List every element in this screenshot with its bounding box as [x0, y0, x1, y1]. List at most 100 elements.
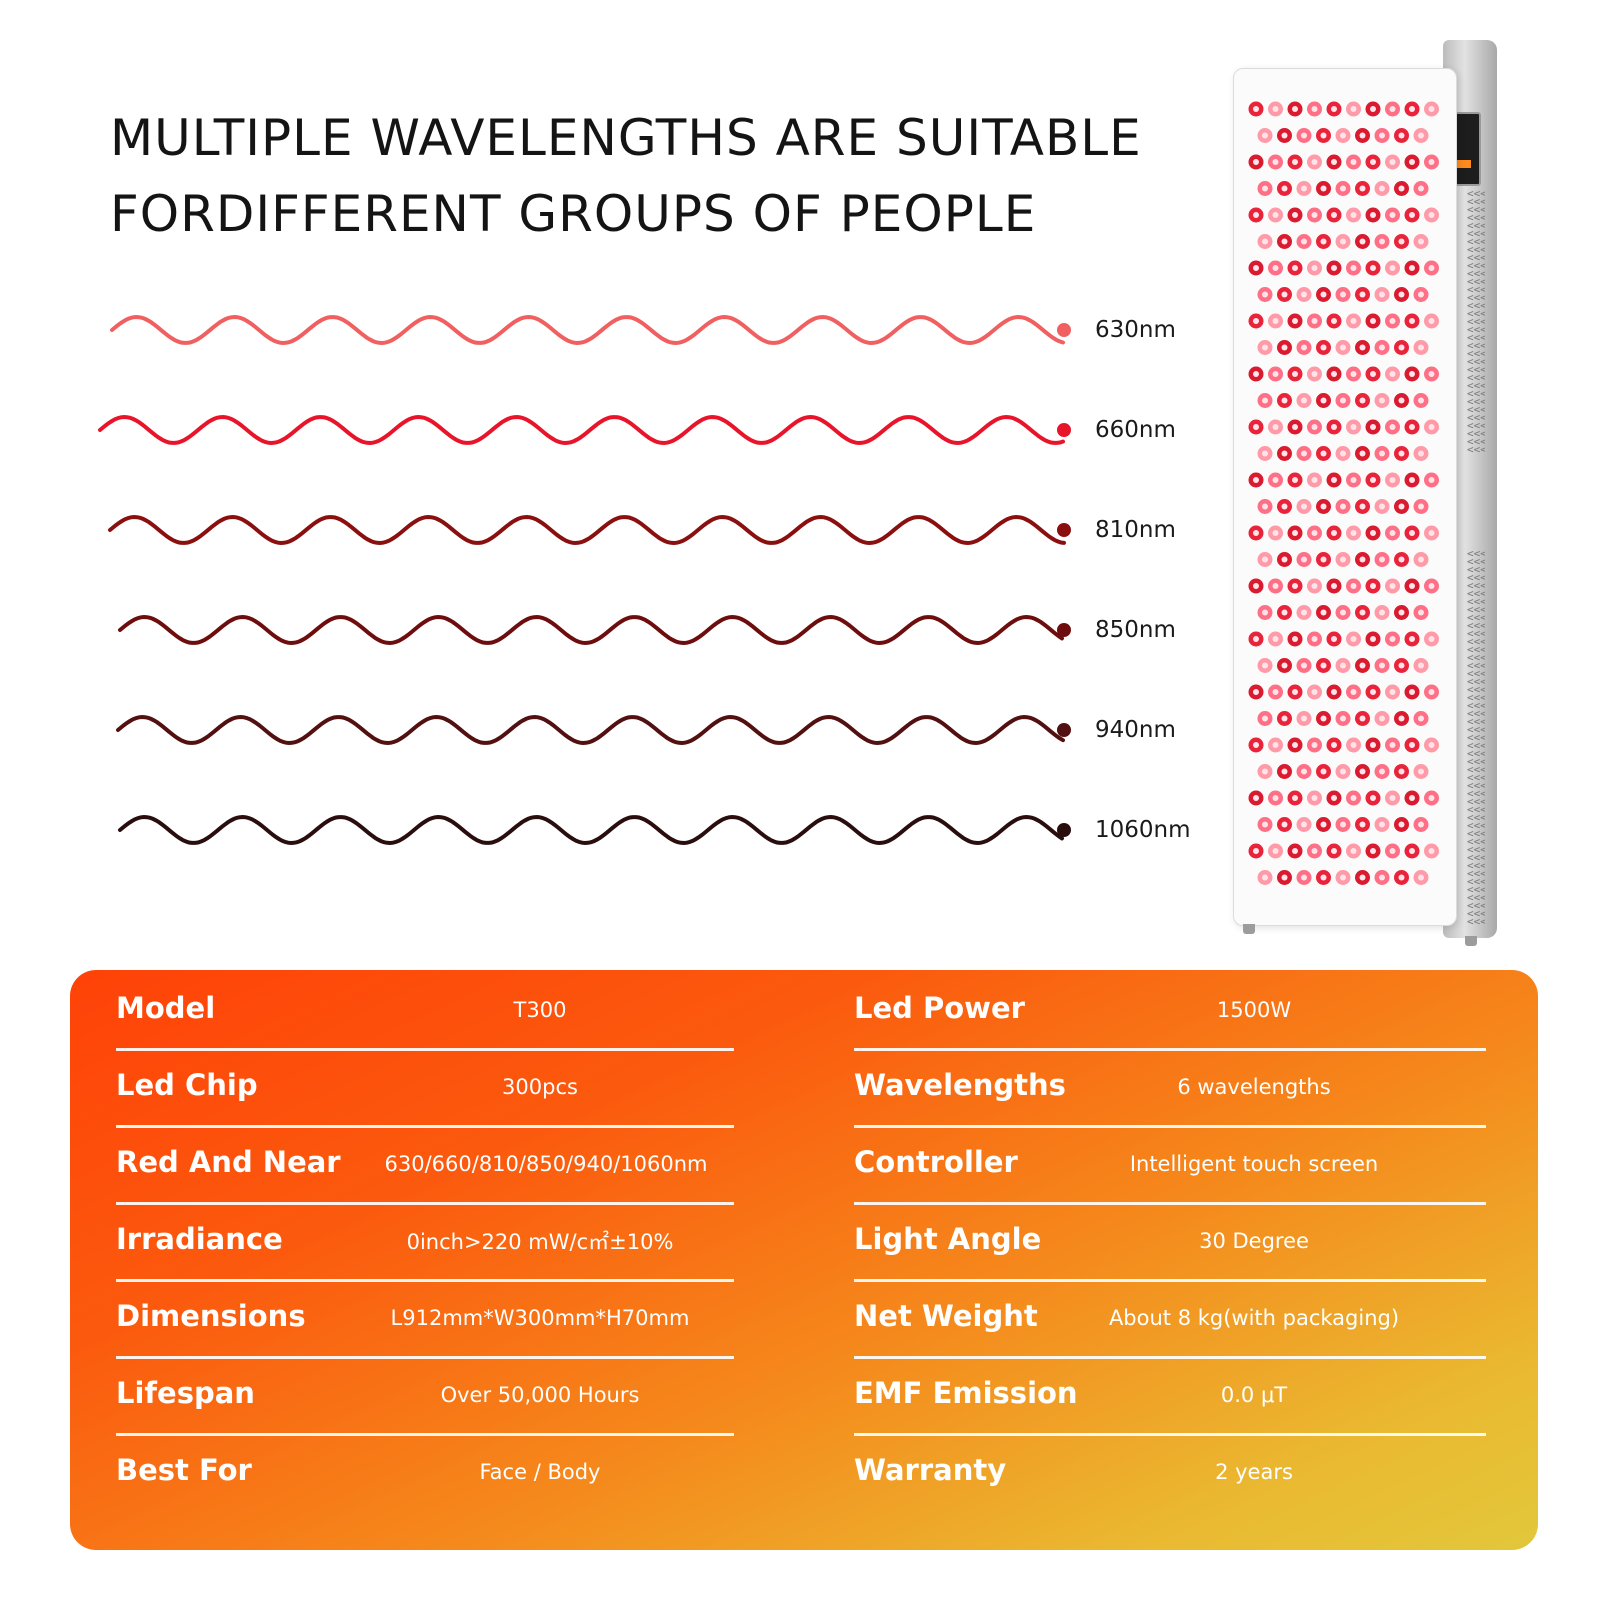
led-bead-highlight: [1301, 715, 1307, 722]
led-bead-highlight: [1272, 742, 1279, 748]
led-bead-highlight: [1320, 609, 1327, 616]
spec-label: Net Weight: [854, 1299, 1038, 1333]
led-bead-highlight: [1398, 450, 1405, 457]
led-bead-highlight: [1311, 689, 1318, 695]
led-bead-highlight: [1272, 477, 1279, 483]
wavelength-label-630: 630nm: [1095, 317, 1176, 343]
spec-label: Led Power: [854, 991, 1025, 1025]
led-bead-highlight: [1272, 636, 1279, 642]
led-bead-highlight: [1272, 265, 1279, 271]
led-bead-highlight: [1379, 185, 1385, 192]
led-bead-highlight: [1398, 821, 1405, 828]
led-bead-highlight: [1370, 371, 1376, 377]
led-bead-highlight: [1379, 450, 1385, 457]
led-bead-highlight: [1301, 291, 1307, 298]
wavelength-waves: [98, 314, 1071, 846]
led-bead-highlight: [1379, 397, 1385, 404]
led-bead-highlight: [1301, 556, 1307, 563]
wave-line: [116, 714, 1065, 746]
led-bead-highlight: [1379, 344, 1385, 351]
led-bead-highlight: [1418, 662, 1424, 669]
led-bead-highlight: [1370, 318, 1376, 324]
led-bead-highlight: [1409, 212, 1415, 218]
spec-label: Model: [116, 991, 216, 1025]
led-bead-highlight: [1301, 344, 1307, 351]
led-bead-highlight: [1428, 318, 1435, 324]
led-bead-highlight: [1262, 609, 1268, 616]
led-bead-highlight: [1389, 689, 1396, 695]
led-bead-highlight: [1350, 848, 1357, 854]
led-bead-highlight: [1379, 874, 1385, 881]
led-bead-highlight: [1359, 503, 1366, 510]
led-bead-highlight: [1428, 371, 1435, 377]
led-bead-highlight: [1428, 636, 1435, 642]
panel-foot: [1243, 924, 1255, 934]
led-bead-highlight: [1418, 768, 1424, 775]
led-bead-highlight: [1331, 689, 1337, 695]
led-bead-highlight: [1389, 742, 1396, 748]
led-bead-highlight: [1272, 212, 1279, 218]
led-bead-highlight: [1272, 106, 1279, 112]
led-bead-highlight: [1292, 795, 1298, 801]
wave-line: [118, 614, 1064, 646]
led-bead-highlight: [1301, 185, 1307, 192]
led-bead-highlight: [1418, 397, 1424, 404]
led-bead-highlight: [1409, 583, 1415, 589]
spec-value: T300: [513, 998, 567, 1022]
wavelength-label-1060: 1060nm: [1095, 817, 1191, 843]
led-bead-highlight: [1389, 530, 1396, 536]
panel-foot: [1465, 936, 1477, 946]
led-bead-highlight: [1281, 185, 1288, 192]
led-bead-highlight: [1350, 477, 1357, 483]
led-bead-highlight: [1292, 636, 1298, 642]
led-bead-highlight: [1262, 291, 1268, 298]
led-bead-highlight: [1370, 689, 1376, 695]
led-bead-highlight: [1311, 636, 1318, 642]
led-bead-highlight: [1340, 397, 1346, 404]
led-bead-highlight: [1379, 662, 1385, 669]
led-bead-highlight: [1281, 662, 1288, 669]
led-bead-highlight: [1253, 742, 1259, 748]
led-bead-highlight: [1253, 159, 1259, 165]
headline-line-1: MULTIPLE WAVELENGTHS ARE SUITABLE: [110, 109, 1142, 167]
led-bead-highlight: [1350, 636, 1357, 642]
spec-label: Wavelengths: [854, 1068, 1066, 1102]
led-bead-highlight: [1370, 742, 1376, 748]
led-bead-highlight: [1311, 318, 1318, 324]
led-bead-highlight: [1281, 344, 1288, 351]
spec-row-best-for: Best For Face / Body: [116, 1432, 734, 1510]
spec-label: Controller: [854, 1145, 1018, 1179]
wave-end-dot: [1057, 723, 1071, 737]
led-bead-highlight: [1398, 344, 1405, 351]
led-bead-highlight: [1253, 424, 1259, 430]
led-bead-highlight: [1262, 874, 1268, 881]
led-bead-highlight: [1311, 106, 1318, 112]
led-bead-highlight: [1359, 450, 1366, 457]
led-bead-highlight: [1398, 503, 1405, 510]
led-bead-highlight: [1428, 265, 1435, 271]
led-bead-highlight: [1311, 371, 1318, 377]
spec-row-red-and-near: Red And Near 630/660/810/850/940/1060nm: [116, 1124, 734, 1205]
led-bead-highlight: [1292, 583, 1298, 589]
led-grid: [1248, 101, 1439, 885]
led-bead-highlight: [1370, 106, 1376, 112]
led-bead-highlight: [1398, 397, 1405, 404]
led-bead-highlight: [1331, 212, 1337, 218]
led-bead-highlight: [1331, 742, 1337, 748]
spec-value: About 8 kg(with packaging): [1108, 1306, 1400, 1330]
led-bead-highlight: [1409, 530, 1415, 536]
led-bead-highlight: [1418, 238, 1424, 245]
led-bead-highlight: [1301, 397, 1307, 404]
led-bead-highlight: [1281, 291, 1288, 298]
led-bead-highlight: [1301, 238, 1307, 245]
led-bead-highlight: [1350, 265, 1357, 271]
led-bead-highlight: [1428, 106, 1435, 112]
led-bead-highlight: [1292, 424, 1298, 430]
led-bead-highlight: [1350, 212, 1357, 218]
led-bead-highlight: [1262, 768, 1268, 775]
led-bead-highlight: [1350, 371, 1357, 377]
led-bead-highlight: [1418, 821, 1424, 828]
led-bead-highlight: [1409, 689, 1415, 695]
led-bead-highlight: [1311, 795, 1318, 801]
led-bead-highlight: [1389, 159, 1396, 165]
